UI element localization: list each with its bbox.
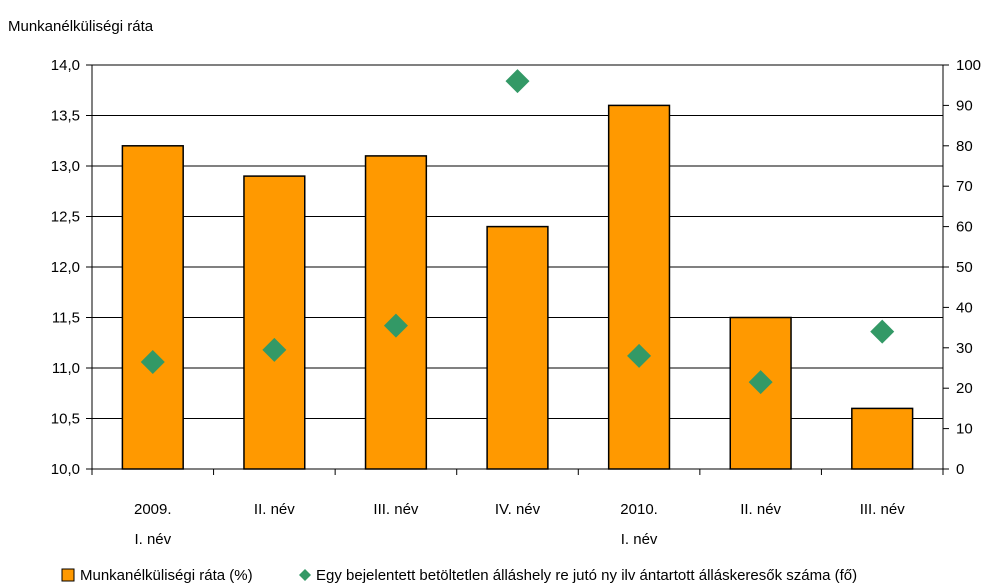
right-tick-label: 20 [956,380,973,397]
x-tick-label: II. név [740,501,781,518]
bar [851,407,914,470]
x-tick-label: III. név [373,501,419,518]
bar [364,155,428,470]
x-tick-label: 2009. [134,501,172,518]
legend-bar-swatch [61,568,75,582]
right-tick-label: 40 [956,299,973,316]
legend-marker-label: Egy bejelentett betöltetlen álláshely re… [316,567,857,584]
bar-series [121,104,914,470]
diamond-marker [262,337,287,362]
marker-series [140,69,895,395]
legend-bar-label: Munkanélküliségi ráta (%) [80,567,253,584]
diamond-marker [748,370,773,395]
left-tick-label: 12,5 [51,209,80,226]
x-tick-label: 2010. [620,501,658,518]
left-tick-label: 12,0 [51,259,80,276]
diamond-marker [870,319,895,344]
right-tick-label: 100 [956,57,981,74]
left-tick-label: 13,5 [51,108,80,125]
right-tick-label: 30 [956,340,973,357]
x-tick-label: IV. név [495,501,541,518]
diamond-marker [383,313,408,338]
right-tick-label: 70 [956,178,973,195]
diamond-marker [505,69,530,94]
left-tick-label: 10,5 [51,411,80,428]
right-axis-ticks: 0 10 20 30 40 50 60 70 80 90 100 [943,57,981,478]
legend-diamond-marker [299,569,311,581]
left-axis-ticks: 10,0 10,5 11,0 11,5 12,0 12,5 13,0 13,5 14,0 [51,57,92,478]
left-tick-label: 11,0 [52,360,80,377]
right-tick-label: 60 [956,219,973,236]
legend: Munkanélküliségi ráta (%) Egy bejelentet… [61,567,857,584]
right-tick-label: 0 [956,461,964,478]
left-tick-label: 11,5 [52,310,80,327]
x-tick-label: II. név [254,501,295,518]
x-axis-ticks: 2009. I. név II. név III. név IV. név 2010. I.… [91,469,944,548]
left-axis-title: Munkanélküliségi ráta [8,18,154,35]
right-tick-label: 50 [956,259,973,276]
x-tick-label: I. név [621,531,658,548]
left-tick-label: 10,0 [51,461,80,478]
right-tick-label: 90 [956,97,973,114]
bar [607,104,671,470]
right-tick-label: 80 [956,138,973,155]
bar [486,225,549,470]
bar [121,145,184,470]
right-tick-label: 10 [956,421,973,438]
left-tick-label: 14,0 [51,57,80,74]
x-tick-label: III. név [860,501,906,518]
diamond-marker [140,349,165,374]
x-tick-label: I. név [134,531,171,548]
diamond-marker [627,343,652,368]
bar [243,175,306,470]
left-tick-label: 13,0 [51,158,80,175]
